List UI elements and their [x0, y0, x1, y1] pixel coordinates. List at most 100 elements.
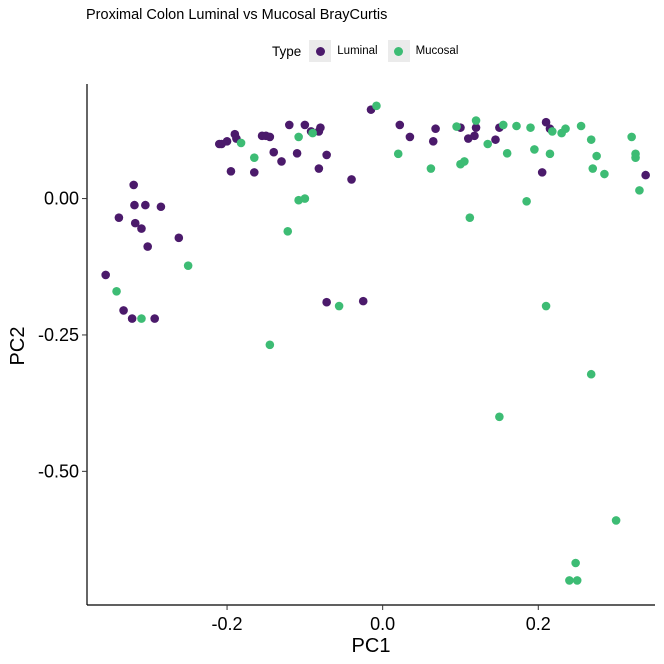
point-mucosal	[300, 194, 310, 203]
point-luminal	[431, 124, 440, 134]
point-luminal	[358, 296, 368, 306]
point-mucosal	[471, 116, 481, 125]
point-luminal	[316, 123, 325, 132]
x-tick-label: 0.0	[370, 614, 395, 634]
point-luminal	[226, 166, 236, 176]
point-mucosal	[265, 340, 275, 350]
point-mucosal	[465, 213, 475, 222]
point-luminal	[127, 314, 137, 323]
point-luminal	[300, 120, 310, 130]
point-luminal	[130, 218, 140, 228]
legend-label-luminal: Luminal	[337, 45, 378, 57]
point-mucosal	[460, 157, 469, 166]
point-luminal	[129, 180, 138, 190]
point-mucosal	[611, 516, 621, 525]
point-luminal	[265, 132, 275, 142]
point-luminal	[470, 131, 479, 141]
point-mucosal	[283, 226, 293, 236]
point-mucosal	[393, 149, 403, 159]
y-tick-label: 0.00	[44, 189, 79, 209]
point-luminal	[101, 270, 110, 280]
point-mucosal	[137, 314, 146, 323]
point-luminal	[277, 157, 286, 166]
point-mucosal	[526, 123, 535, 132]
axes	[86, 84, 655, 606]
point-luminal	[405, 132, 415, 142]
point-luminal	[143, 242, 152, 251]
point-luminal	[491, 135, 500, 144]
point-mucosal	[576, 121, 586, 131]
point-mucosal	[571, 558, 580, 568]
legend-title: Type	[272, 43, 302, 59]
legend-key-mucosal	[387, 40, 410, 62]
point-luminal	[428, 136, 438, 146]
y-tick-label: -0.25	[38, 325, 79, 345]
point-mucosal	[308, 128, 317, 138]
point-luminal	[156, 202, 166, 212]
point-luminal	[285, 120, 294, 130]
point-mucosal	[586, 369, 596, 379]
point-mucosal	[541, 301, 551, 311]
point-mucosal	[631, 153, 640, 162]
point-luminal	[269, 147, 279, 157]
point-luminal	[150, 314, 159, 323]
point-mucosal	[372, 101, 381, 111]
point-mucosal	[635, 186, 644, 195]
legend-dot-luminal	[315, 46, 325, 56]
point-mucosal	[600, 169, 609, 179]
y-tick-label: -0.50	[38, 461, 79, 481]
point-mucosal	[112, 287, 121, 296]
point-mucosal	[592, 151, 601, 161]
point-luminal	[130, 200, 139, 210]
point-mucosal	[522, 196, 531, 206]
point-luminal	[541, 117, 551, 127]
point-luminal	[174, 233, 184, 243]
point-mucosal	[545, 149, 555, 159]
point-mucosal	[249, 153, 259, 162]
data-points	[101, 101, 650, 585]
point-luminal	[141, 200, 150, 210]
point-luminal	[314, 164, 324, 173]
point-mucosal	[586, 135, 596, 144]
point-luminal	[119, 306, 128, 315]
point-luminal	[249, 168, 259, 177]
point-mucosal	[498, 120, 508, 130]
point-luminal	[322, 150, 331, 160]
point-luminal	[322, 297, 331, 307]
point-luminal	[471, 123, 481, 132]
point-mucosal	[426, 164, 436, 173]
point-luminal	[347, 175, 356, 184]
x-tick-label: 0.2	[526, 614, 551, 634]
y-axis-title: PC2	[7, 327, 29, 366]
point-mucosal	[627, 132, 636, 142]
point-luminal	[292, 148, 302, 158]
point-mucosal	[547, 127, 557, 136]
ticks: -0.2 0.0 0.2 0.00 -0.25 -0.50	[38, 189, 551, 634]
chart-title: Proximal Colon Luminal vs Mucosal BrayCu…	[86, 7, 388, 23]
legend-key-luminal	[309, 40, 332, 62]
point-luminal	[395, 120, 405, 130]
legend-label-mucosal: Mucosal	[415, 45, 459, 57]
point-mucosal	[588, 164, 598, 173]
point-mucosal	[236, 138, 246, 148]
point-mucosal	[483, 139, 493, 149]
legend: Type Luminal Mucosal	[272, 40, 468, 62]
x-axis-title: PC1	[352, 635, 391, 657]
point-luminal	[222, 136, 232, 146]
point-mucosal	[452, 122, 461, 131]
point-mucosal	[495, 412, 504, 422]
point-luminal	[137, 224, 146, 233]
point-mucosal	[512, 121, 521, 131]
point-mucosal	[572, 576, 582, 585]
point-mucosal	[561, 124, 570, 134]
point-mucosal	[530, 145, 539, 154]
point-mucosal	[183, 261, 193, 270]
point-mucosal	[565, 576, 574, 585]
point-luminal	[114, 213, 124, 222]
point-luminal	[537, 168, 547, 177]
point-mucosal	[334, 301, 344, 311]
point-mucosal	[294, 132, 303, 142]
legend-dot-mucosal	[394, 46, 404, 56]
point-luminal	[641, 170, 650, 180]
